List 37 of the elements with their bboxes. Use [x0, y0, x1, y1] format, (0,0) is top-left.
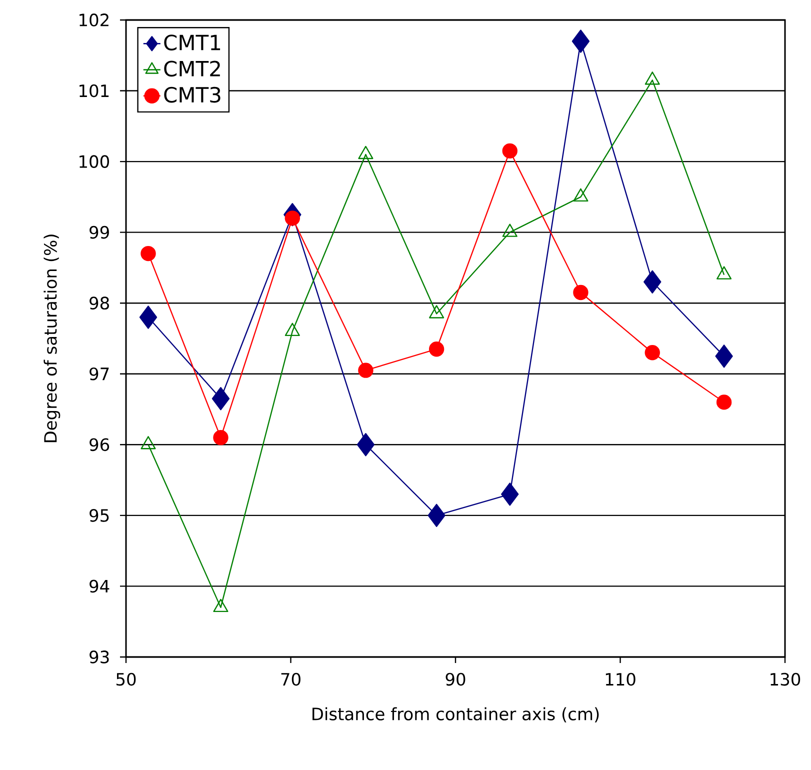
x-axis-title: Distance from container axis (cm) — [312, 707, 599, 722]
point — [644, 270, 662, 294]
point — [716, 394, 732, 410]
y-tick-label: 102 — [80, 14, 108, 26]
point — [356, 433, 375, 456]
y-tick-label: 93 — [90, 650, 109, 664]
point — [428, 342, 444, 357]
x-tick-label: 130 — [770, 672, 800, 686]
legend-label: CMT2 — [164, 60, 220, 77]
y-axis-title: Degree of saturation (%) — [44, 234, 60, 442]
legend-label: CMT1 — [164, 34, 220, 50]
point — [428, 504, 446, 528]
x-tick-label: 50 — [116, 672, 136, 686]
point — [139, 306, 158, 329]
x-tick-label: 90 — [446, 672, 466, 686]
x-tick-label: 70 — [281, 672, 300, 686]
point — [140, 246, 156, 262]
y-tick-label: 100 — [80, 155, 110, 168]
y-tick-label: 99 — [90, 226, 109, 239]
point — [501, 482, 519, 506]
point — [213, 430, 228, 446]
y-tick-label: 97 — [90, 367, 109, 380]
y-tick-label: 101 — [80, 84, 109, 98]
point — [715, 344, 733, 368]
legend-label: CMT3 — [164, 86, 220, 103]
y-tick-label: 98 — [90, 296, 109, 310]
point — [358, 362, 374, 378]
point — [502, 143, 518, 159]
y-tick-label: 96 — [90, 438, 110, 452]
x-tick-label: 110 — [606, 672, 636, 686]
point — [284, 210, 300, 226]
y-tick-label: 94 — [90, 580, 110, 593]
point — [573, 284, 588, 300]
point — [572, 30, 590, 53]
point — [212, 387, 230, 410]
y-tick-label: 95 — [90, 508, 109, 522]
point — [644, 345, 660, 360]
